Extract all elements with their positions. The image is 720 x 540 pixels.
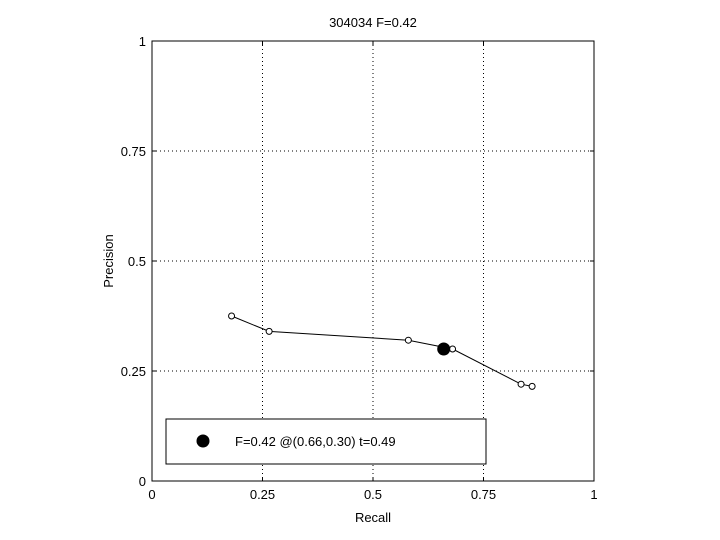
x-tick-label: 0.25 bbox=[250, 487, 275, 502]
x-tick-label: 0.5 bbox=[364, 487, 382, 502]
y-tick-label: 1 bbox=[139, 34, 146, 49]
best-f-point-group bbox=[437, 342, 451, 356]
axis-ticks bbox=[151, 40, 595, 482]
y-tick-label: 0.5 bbox=[128, 254, 146, 269]
best-f-point bbox=[437, 342, 451, 356]
y-tick-label: 0 bbox=[139, 474, 146, 489]
x-tick-label: 0 bbox=[148, 487, 155, 502]
y-tick-labels: 0 0.25 0.5 0.75 1 bbox=[121, 34, 146, 489]
data-point bbox=[449, 345, 457, 353]
legend-entry-label: F=0.42 @(0.66,0.30) t=0.49 bbox=[235, 434, 396, 449]
legend: F=0.42 @(0.66,0.30) t=0.49 bbox=[165, 418, 487, 465]
legend-marker-filled-circle bbox=[196, 434, 210, 448]
data-point bbox=[228, 312, 236, 320]
data-point bbox=[528, 382, 536, 390]
legend-box bbox=[165, 418, 487, 465]
grid-lines bbox=[152, 41, 594, 481]
pr-series bbox=[228, 312, 536, 390]
x-tick-labels: 0 0.25 0.5 0.75 1 bbox=[148, 487, 597, 502]
y-tick-label: 0.25 bbox=[121, 364, 146, 379]
x-axis-label: Recall bbox=[355, 510, 391, 525]
y-tick-label: 0.75 bbox=[121, 144, 146, 159]
x-tick-label: 1 bbox=[590, 487, 597, 502]
data-point bbox=[404, 336, 412, 344]
x-tick-label: 0.75 bbox=[471, 487, 496, 502]
chart-title: 304034 F=0.42 bbox=[329, 15, 417, 30]
data-point bbox=[265, 327, 273, 335]
data-point bbox=[517, 380, 525, 388]
y-axis-label: Precision bbox=[101, 234, 116, 287]
